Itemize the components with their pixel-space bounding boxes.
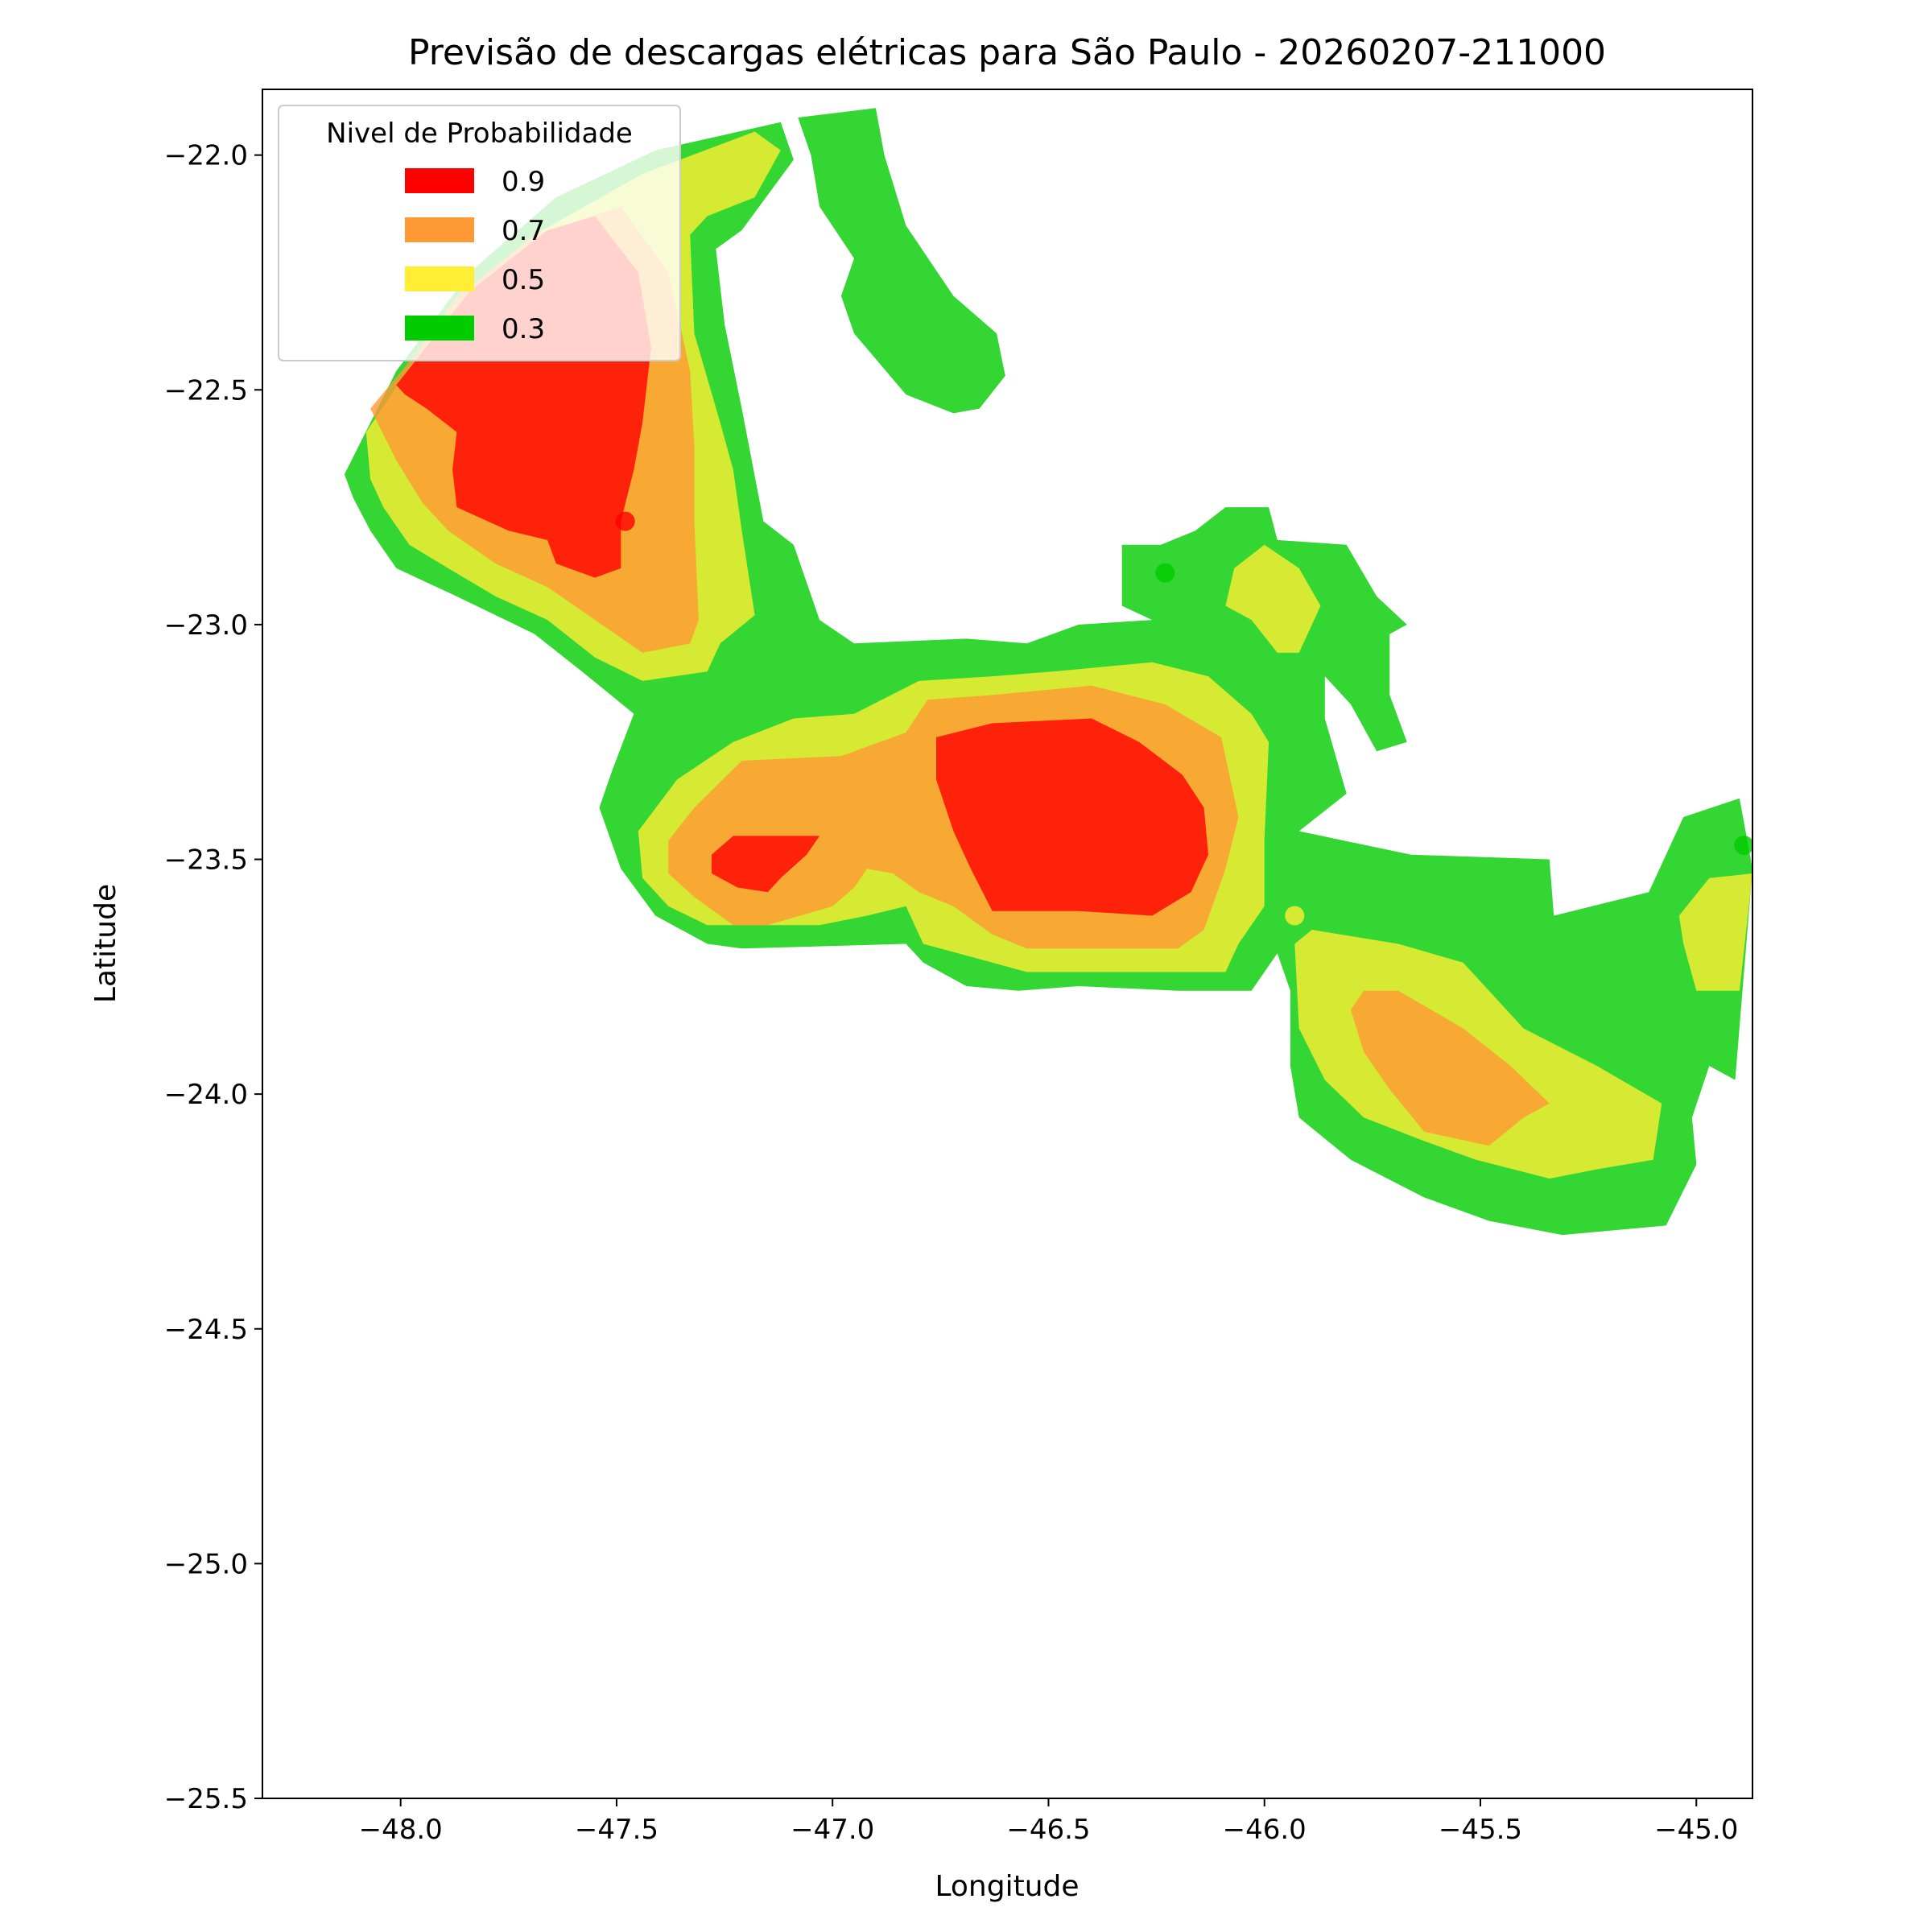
- probability-region: [1678, 873, 1752, 991]
- strike-point: [1155, 563, 1175, 583]
- probability-region: [712, 836, 820, 893]
- probability-region: [798, 108, 1005, 414]
- y-tick-label: −23.5: [164, 844, 248, 877]
- y-tick-label: −23.0: [164, 609, 248, 642]
- legend-label: 0.5: [502, 264, 545, 296]
- strike-point: [615, 511, 635, 531]
- strike-point: [1734, 836, 1752, 856]
- x-tick-label: −45.0: [1654, 1814, 1738, 1846]
- x-axis-label: Longitude: [935, 1870, 1079, 1903]
- probability-region: [1225, 544, 1321, 653]
- legend-swatch: [405, 168, 474, 193]
- x-tick-label: −46.5: [1006, 1814, 1090, 1846]
- y-tick-label: −25.5: [164, 1783, 248, 1815]
- legend-box: [278, 105, 681, 361]
- legend-swatch: [405, 266, 474, 291]
- legend-label: 0.7: [502, 215, 545, 247]
- y-axis-label: Latitude: [89, 884, 122, 1003]
- axes-frame: [262, 89, 1753, 1799]
- legend-title: Nivel de Probabilidade: [326, 118, 633, 150]
- x-tick-label: −47.5: [575, 1814, 658, 1846]
- probability-region: [936, 718, 1208, 916]
- x-tick-label: −48.0: [359, 1814, 443, 1846]
- probability-region: [1351, 990, 1550, 1146]
- y-tick-label: −22.0: [164, 140, 248, 172]
- y-tick-label: −24.5: [164, 1314, 248, 1346]
- legend-swatch: [405, 316, 474, 341]
- y-tick-label: −24.0: [164, 1079, 248, 1111]
- strike-point: [1285, 906, 1305, 926]
- x-tick-label: −47.0: [791, 1814, 874, 1846]
- y-tick-label: −22.5: [164, 374, 248, 407]
- y-tick-label: −25.0: [164, 1548, 248, 1580]
- legend-swatch: [405, 217, 474, 242]
- legend-label: 0.9: [502, 166, 545, 198]
- legend: Nivel de Probabilidade 0.9 0.7 0.5 0.3: [278, 105, 681, 361]
- x-tick-label: −46.0: [1223, 1814, 1307, 1846]
- x-tick-label: −45.5: [1439, 1814, 1522, 1846]
- chart-title: Previsão de descargas elétricas para São…: [408, 32, 1606, 73]
- axes: −48.0 −47.5 −47.0 −46.5 −46.0 −45.5 −45.0 −22.0…: [164, 140, 1739, 1846]
- legend-label: 0.3: [502, 313, 545, 345]
